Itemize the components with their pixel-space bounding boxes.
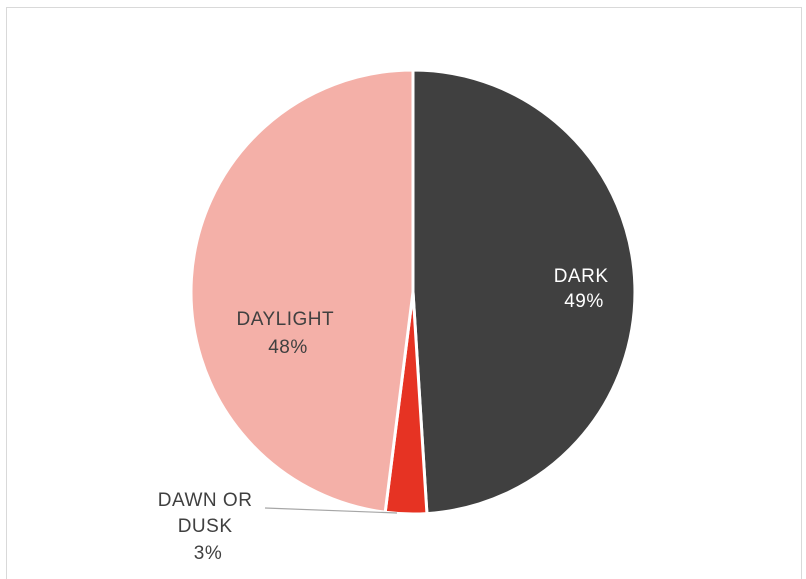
slice-label-daylight: DAYLIGHT 48% xyxy=(236,309,339,358)
pie-slice-dark xyxy=(411,68,637,516)
slice-name-dawn-or-dusk-line1: DAWN OR xyxy=(158,490,253,511)
slice-name-daylight: DAYLIGHT xyxy=(236,309,334,330)
slice-label-dark: DARK 49% xyxy=(554,266,615,312)
slice-percent-dark: 49% xyxy=(564,291,604,312)
slice-name-dawn-or-dusk-line2: DUSK xyxy=(178,516,233,537)
slice-percent-daylight: 48% xyxy=(268,337,308,358)
slice-name-dark: DARK xyxy=(554,266,609,287)
pie-slices xyxy=(189,68,637,516)
pie-slice-daylight xyxy=(189,68,415,514)
leader-line-dawn-or-dusk xyxy=(264,507,398,514)
slice-percent-dawn-or-dusk: 3% xyxy=(194,543,222,564)
slice-label-dawn-or-dusk: DAWN OR DUSK 3% xyxy=(158,490,258,564)
